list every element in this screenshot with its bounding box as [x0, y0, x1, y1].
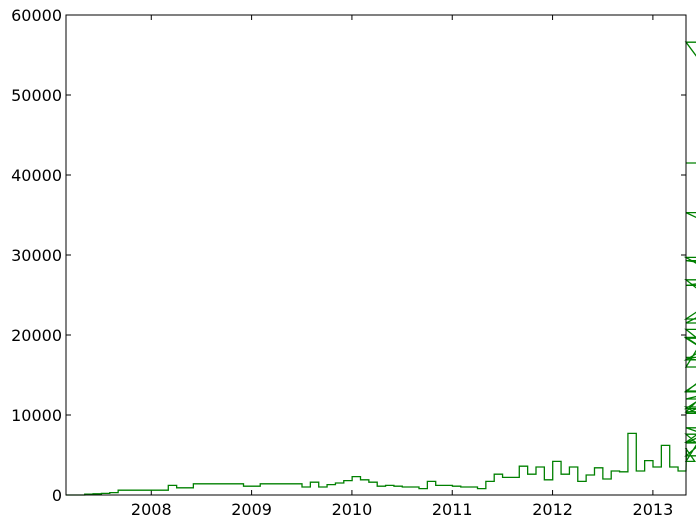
series-layer [66, 41, 696, 496]
x-tick-label: 2010 [332, 500, 373, 519]
tick-label-layer: 2008 2009 2010 2011 2012 2013 0 10000 20000 30000… [11, 6, 673, 519]
y-tick-label: 0 [52, 486, 62, 505]
x-tick-label: 2012 [532, 500, 573, 519]
y-tick-label: 20000 [11, 326, 62, 345]
y-tick-label: 60000 [11, 6, 62, 25]
series-line [66, 41, 696, 496]
y-tick-label: 10000 [11, 406, 62, 425]
plot-frame [65, 14, 687, 496]
x-tick-label: 2013 [633, 500, 674, 519]
y-tick-label: 40000 [11, 166, 62, 185]
y-tick-label: 50000 [11, 86, 62, 105]
tick-layer [66, 14, 686, 496]
y-tick-label: 30000 [11, 246, 62, 265]
x-tick-label: 2009 [231, 500, 272, 519]
x-tick-label: 2008 [131, 500, 172, 519]
x-tick-label: 2011 [432, 500, 473, 519]
